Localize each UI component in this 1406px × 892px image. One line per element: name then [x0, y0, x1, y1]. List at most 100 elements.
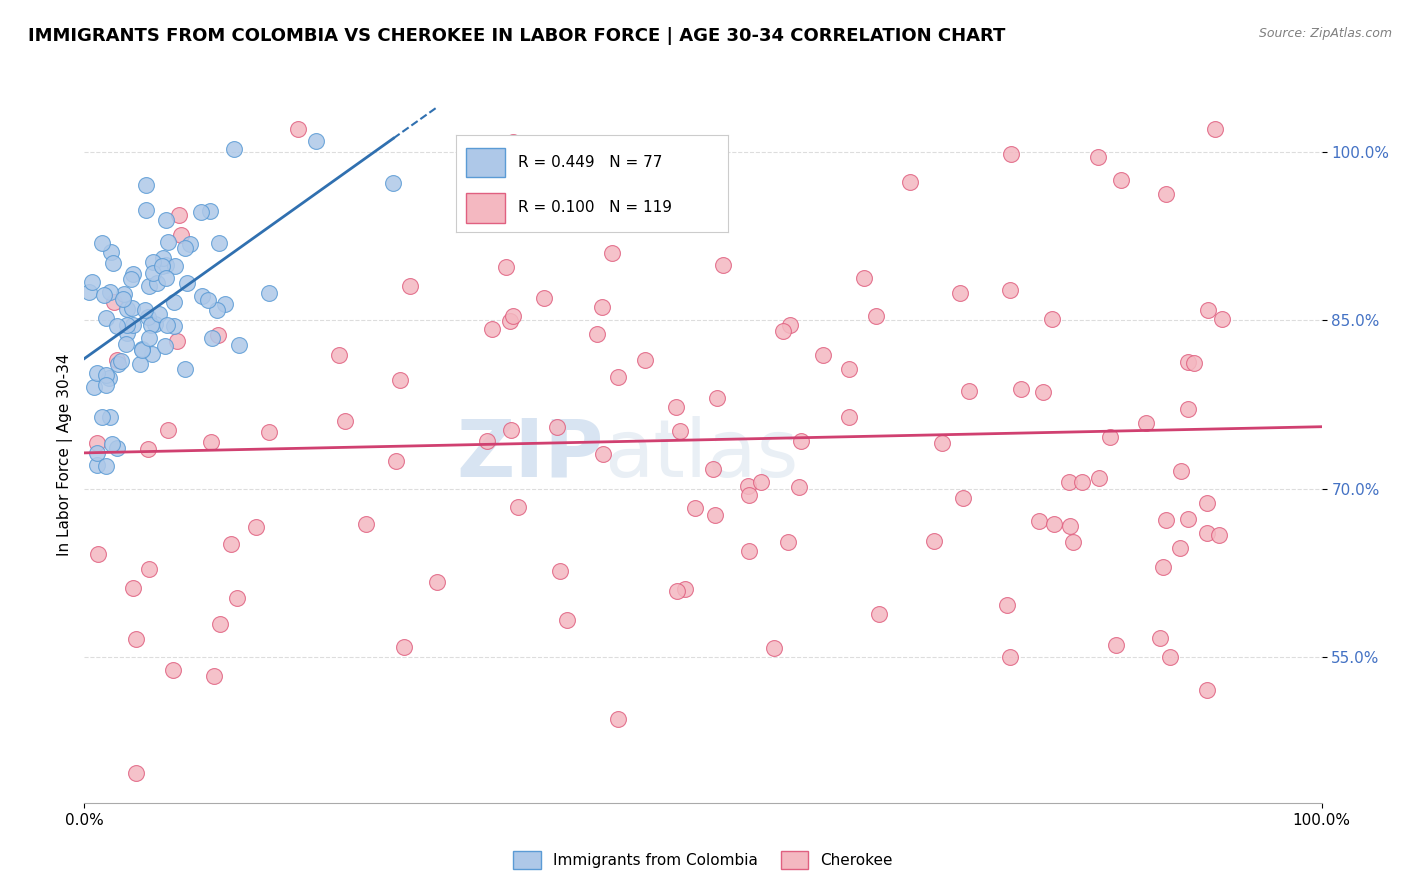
Point: [142, 255, 165, 269]
Point: [120, 272, 142, 286]
Point: [139, 318, 162, 333]
Point: [852, 270, 875, 285]
Point: [475, 434, 498, 448]
Point: [174, 362, 197, 376]
Point: [1057, 475, 1080, 490]
Point: [673, 582, 696, 596]
Point: [96, 377, 118, 392]
Point: [1000, 147, 1022, 161]
Point: [138, 279, 160, 293]
Point: [392, 640, 415, 654]
Point: [763, 640, 786, 655]
Point: [163, 294, 186, 309]
Point: [481, 321, 503, 335]
Point: [165, 260, 187, 274]
Point: [737, 479, 759, 493]
Point: [1087, 471, 1109, 485]
Point: [93, 287, 115, 301]
Point: [1040, 312, 1063, 326]
Point: [122, 581, 145, 595]
Point: [1087, 150, 1109, 164]
Point: [1195, 683, 1218, 698]
Point: [91, 236, 114, 251]
Point: [152, 251, 174, 265]
Point: [1208, 527, 1230, 541]
Point: [1135, 416, 1157, 430]
Point: [333, 414, 356, 428]
Point: [170, 227, 193, 242]
Point: [94, 458, 117, 473]
Point: [1197, 303, 1219, 318]
Point: [287, 122, 309, 136]
Point: [245, 520, 267, 534]
Point: [107, 357, 129, 371]
Point: [98, 410, 121, 425]
Point: [197, 293, 219, 308]
Point: [208, 235, 231, 250]
Point: [148, 307, 170, 321]
Point: [101, 256, 124, 270]
Point: [150, 259, 173, 273]
Point: [1168, 541, 1191, 556]
Point: [586, 327, 609, 342]
Point: [101, 437, 124, 451]
Point: [1195, 496, 1218, 510]
Point: [100, 285, 122, 299]
Point: [709, 168, 731, 182]
Point: [163, 319, 186, 334]
Point: [502, 310, 524, 324]
Point: [94, 368, 117, 382]
Point: [502, 135, 524, 149]
Point: [738, 488, 761, 502]
Point: [115, 326, 138, 341]
Point: [1177, 355, 1199, 369]
Point: [949, 285, 972, 300]
Point: [121, 301, 143, 315]
Text: IMMIGRANTS FROM COLOMBIA VS CHEROKEE IN LABOR FORCE | AGE 30-34 CORRELATION CHAR: IMMIGRANTS FROM COLOMBIA VS CHEROKEE IN …: [28, 27, 1005, 45]
Point: [813, 348, 835, 362]
Point: [591, 300, 613, 314]
Point: [772, 324, 794, 338]
Point: [200, 434, 222, 449]
Point: [900, 175, 922, 189]
Point: [112, 292, 135, 306]
Point: [166, 334, 188, 348]
Point: [138, 330, 160, 344]
Point: [1062, 534, 1084, 549]
Point: [354, 516, 377, 531]
Point: [1197, 526, 1219, 541]
Point: [1099, 429, 1122, 443]
Point: [1071, 475, 1094, 489]
Point: [131, 343, 153, 357]
Point: [86, 436, 108, 450]
Point: [838, 362, 860, 376]
Point: [138, 310, 160, 324]
Point: [97, 371, 120, 385]
Point: [669, 424, 692, 438]
Point: [228, 338, 250, 352]
Point: [779, 318, 801, 333]
Point: [957, 384, 980, 399]
Point: [1211, 311, 1233, 326]
Point: [703, 508, 725, 522]
Point: [606, 370, 628, 384]
Point: [125, 765, 148, 780]
Point: [174, 241, 197, 255]
Point: [1043, 517, 1066, 532]
Point: [138, 442, 160, 457]
Point: [190, 204, 212, 219]
Point: [125, 632, 148, 646]
Point: [146, 277, 169, 291]
Point: [86, 446, 108, 460]
Point: [214, 297, 236, 311]
Point: [134, 303, 156, 318]
Point: [1204, 122, 1226, 136]
Point: [141, 347, 163, 361]
Point: [606, 712, 628, 726]
Point: [105, 318, 128, 333]
Point: [100, 244, 122, 259]
Point: [1149, 631, 1171, 645]
Point: [787, 480, 810, 494]
Point: [683, 500, 706, 515]
Point: [221, 537, 243, 551]
